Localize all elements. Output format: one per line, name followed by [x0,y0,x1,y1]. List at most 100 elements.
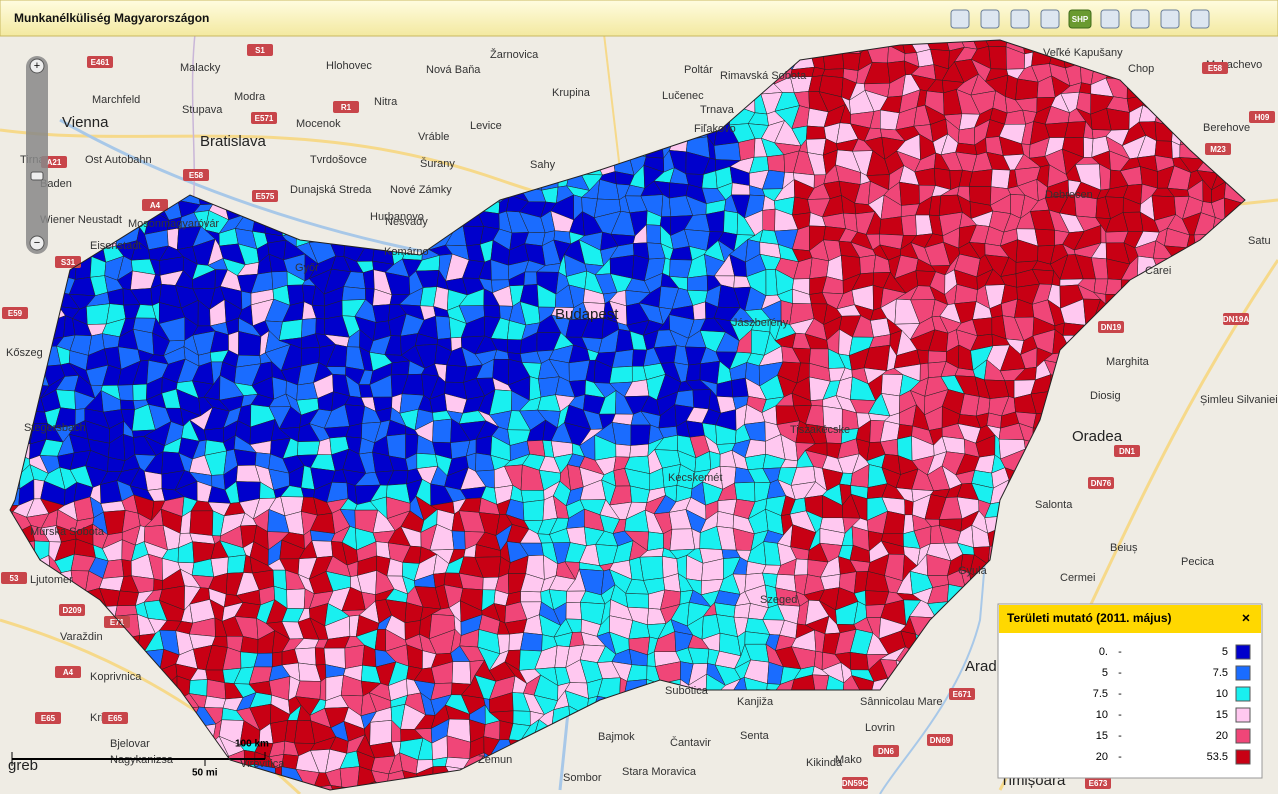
district[interactable] [512,710,531,726]
district[interactable] [738,138,756,161]
place-label: Trnava [700,104,735,116]
toolbar-button[interactable] [1130,9,1150,29]
district[interactable] [1044,122,1069,138]
district[interactable] [879,216,904,236]
district[interactable] [483,305,501,319]
district[interactable] [793,558,809,576]
district[interactable] [630,424,651,446]
district[interactable] [315,318,326,335]
district[interactable] [927,350,947,364]
district[interactable] [1083,137,1094,158]
district[interactable] [988,45,1007,70]
district[interactable] [297,441,321,456]
district[interactable] [904,499,914,516]
toolbar-button[interactable] [1040,9,1060,29]
district[interactable] [144,470,163,491]
legend-swatch [1235,749,1251,765]
district[interactable] [1034,228,1055,247]
district[interactable] [1079,82,1092,95]
place-label: Žarnovica [490,48,539,61]
district[interactable] [188,679,208,697]
district[interactable] [153,578,163,591]
district[interactable] [639,556,664,581]
district[interactable] [390,360,410,376]
district[interactable] [341,286,366,301]
district[interactable] [609,366,633,384]
district[interactable] [990,169,1011,189]
district[interactable] [117,384,134,401]
district[interactable] [116,590,140,607]
district[interactable] [565,601,582,620]
district[interactable] [132,383,148,401]
district[interactable] [669,528,696,551]
toolbar-button[interactable] [980,9,1000,29]
district[interactable] [86,303,110,325]
district[interactable] [899,181,920,206]
district[interactable] [900,214,917,236]
district[interactable] [475,435,493,456]
toolbar-button[interactable] [1010,9,1030,29]
district[interactable] [687,275,708,292]
district[interactable] [647,531,664,551]
district[interactable] [766,154,786,173]
district[interactable] [968,169,993,187]
district[interactable] [957,127,976,146]
toolbar-button[interactable] [1160,9,1180,29]
district[interactable] [615,443,632,458]
district[interactable] [286,588,306,609]
district[interactable] [733,603,751,619]
district[interactable] [806,125,827,140]
district[interactable] [842,52,861,71]
district[interactable] [295,680,322,700]
district[interactable] [723,210,739,235]
district[interactable] [713,142,741,161]
legend-close[interactable]: × [1242,610,1250,626]
district[interactable] [881,373,904,397]
district[interactable] [692,389,712,410]
district[interactable] [300,487,316,498]
toolbar-button[interactable] [1190,9,1210,29]
legend-from: 7.5 [1093,688,1108,700]
district[interactable] [240,636,259,654]
district[interactable] [271,651,283,668]
district[interactable] [849,651,869,671]
district[interactable] [629,443,649,458]
district[interactable] [339,766,360,789]
district[interactable] [522,499,545,521]
district[interactable] [451,661,472,685]
district[interactable] [625,593,649,609]
district[interactable] [435,315,452,340]
district[interactable] [762,208,776,232]
district[interactable] [734,481,756,503]
legend-sep: - [1118,730,1122,742]
district[interactable] [1015,78,1039,101]
district[interactable] [227,554,247,574]
district[interactable] [611,349,634,368]
district[interactable] [386,433,406,460]
district[interactable] [445,364,468,383]
district[interactable] [314,647,326,666]
district[interactable] [520,632,543,652]
district[interactable] [206,679,227,700]
toolbar-button[interactable] [1100,9,1120,29]
district[interactable] [369,720,392,746]
district[interactable] [523,271,538,286]
toolbar-button[interactable] [950,9,970,29]
legend-swatch [1235,707,1251,723]
district[interactable] [189,510,214,536]
zoom-control[interactable]: + − [26,56,48,254]
district[interactable] [451,530,466,550]
district[interactable] [121,559,132,577]
district[interactable] [278,319,303,341]
district[interactable] [1064,121,1087,138]
district[interactable] [520,591,542,603]
district[interactable] [344,644,365,669]
district[interactable] [809,257,830,279]
district[interactable] [120,399,136,410]
district[interactable] [507,339,522,355]
district[interactable] [432,418,452,443]
district[interactable] [646,224,662,244]
zoom-handle[interactable] [30,171,44,181]
district[interactable] [362,269,375,290]
district[interactable] [859,254,876,274]
